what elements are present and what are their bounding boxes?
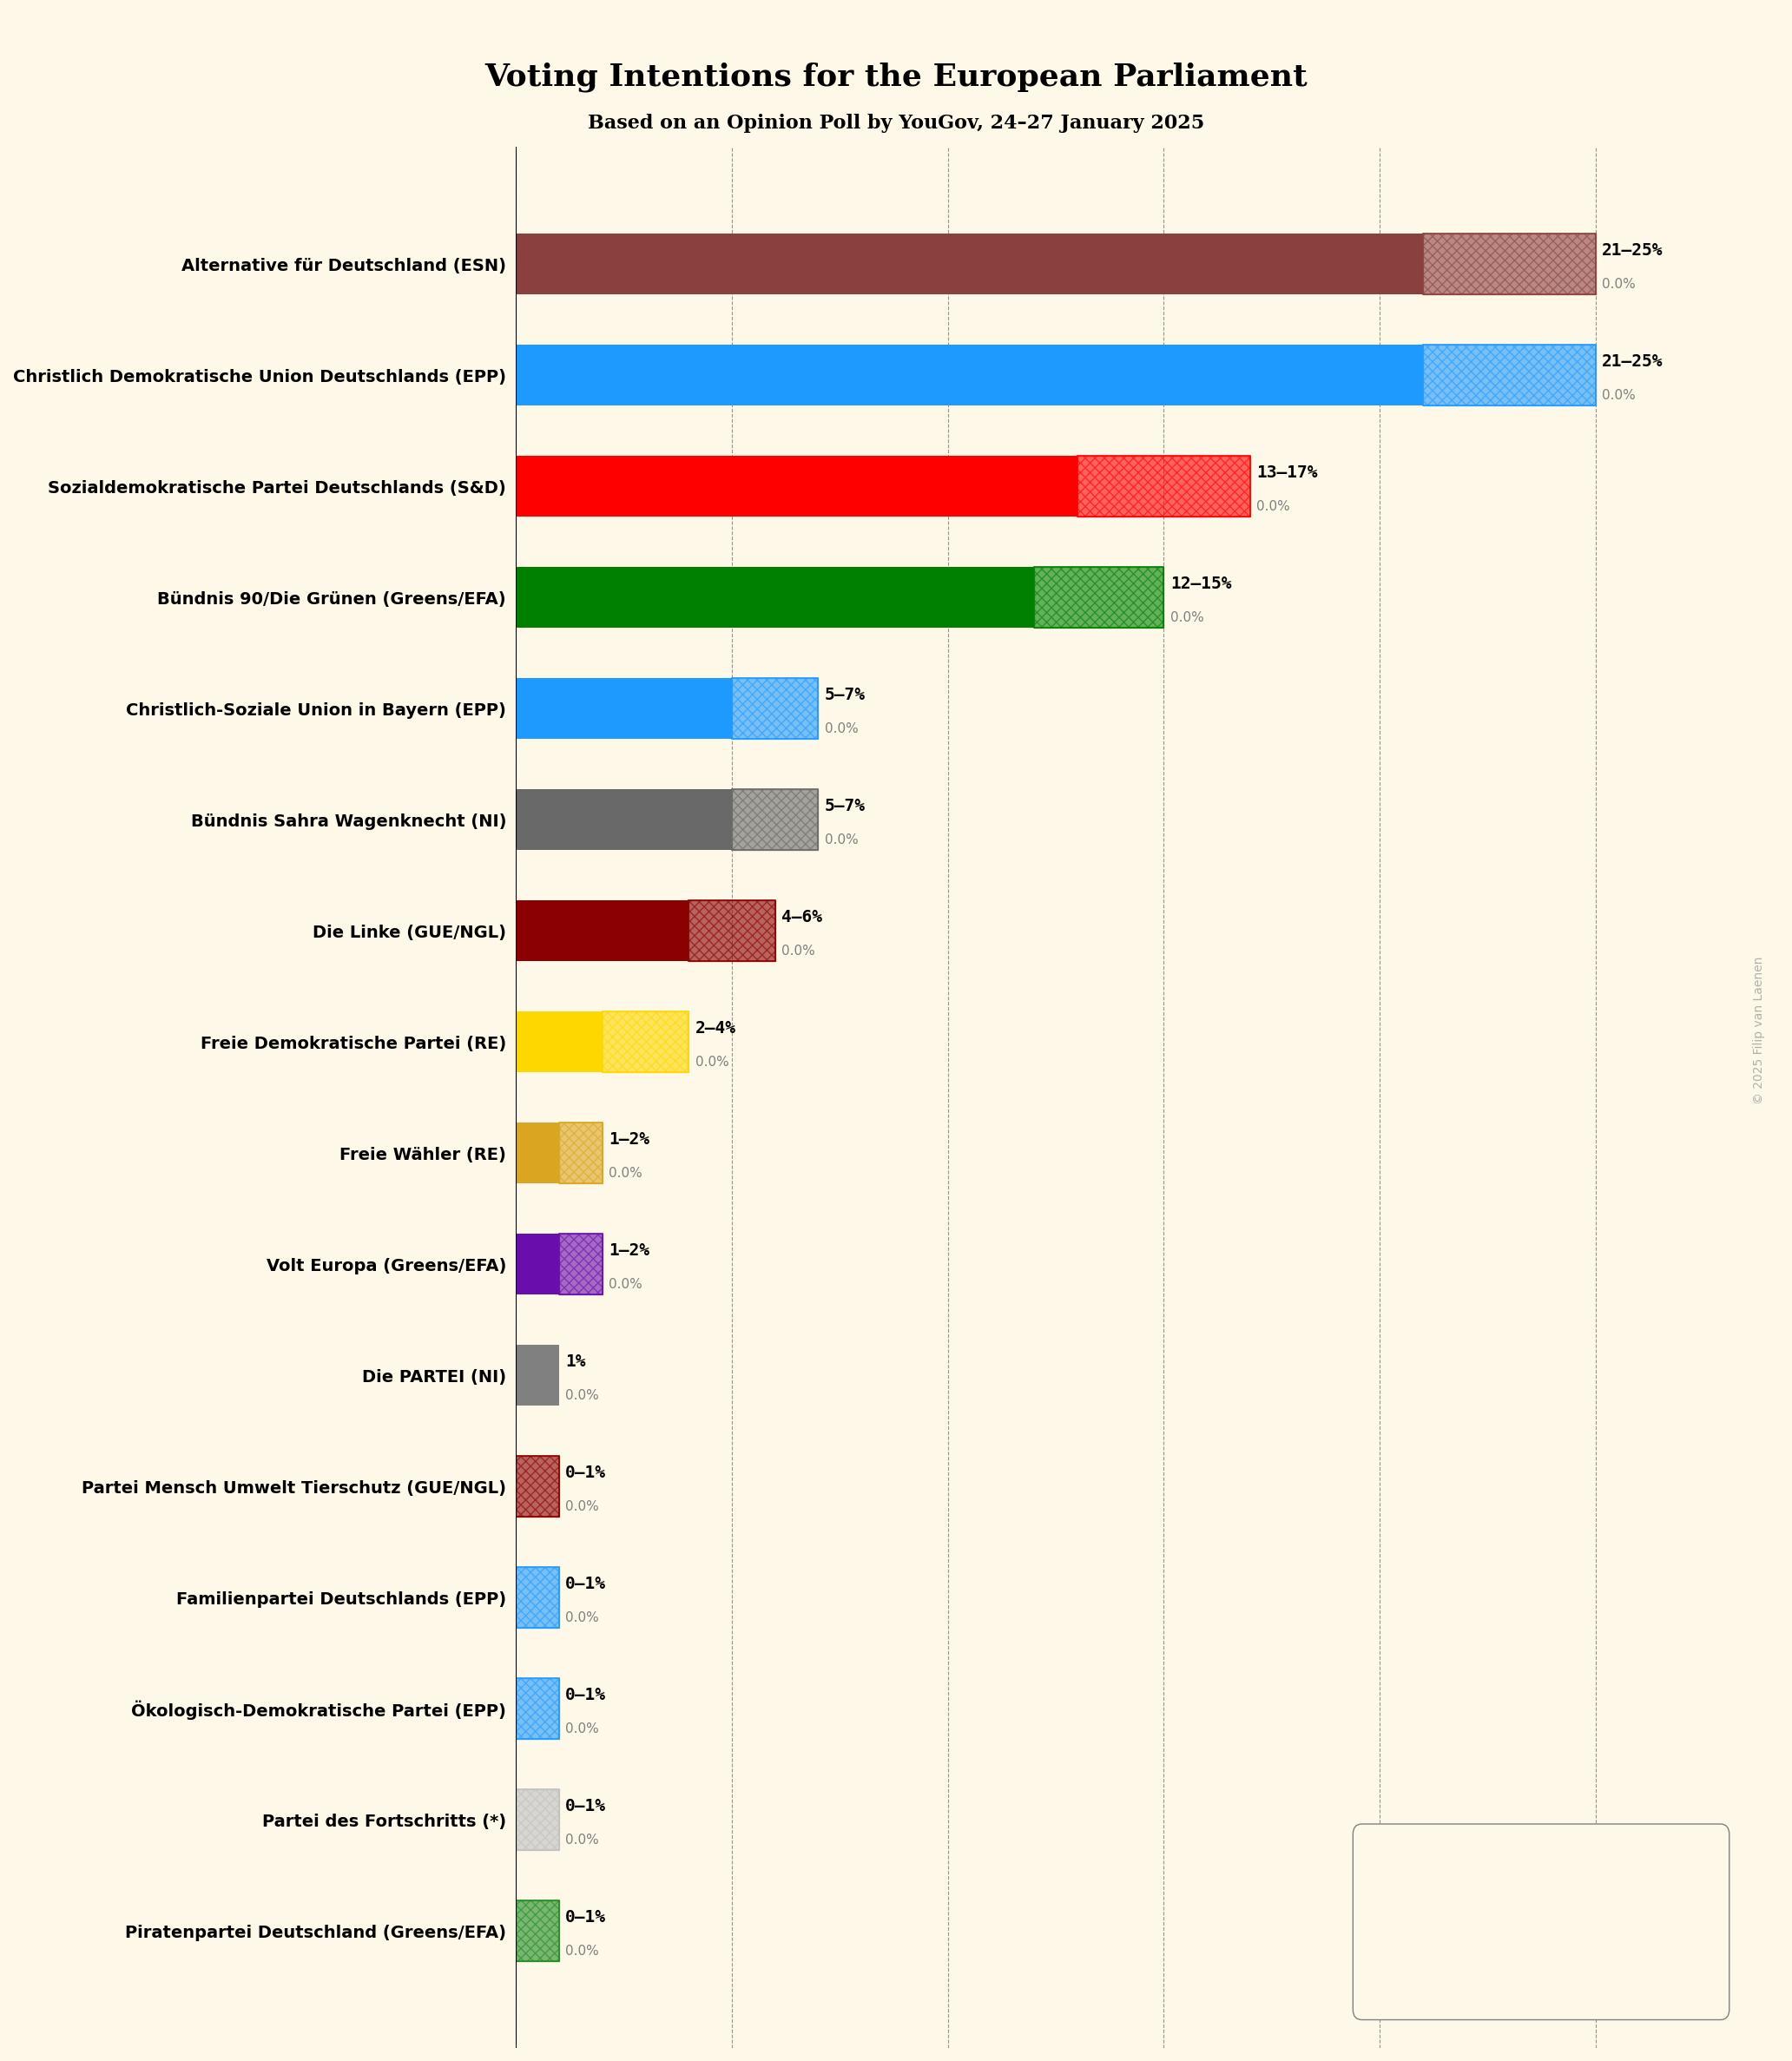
Text: 0.0%: 0.0%	[566, 1834, 599, 1847]
Bar	[516, 1123, 559, 1183]
Text: 0.0%: 0.0%	[1170, 610, 1204, 624]
Bar	[1423, 344, 1595, 406]
Text: Last result: Last result	[1541, 1962, 1604, 1974]
Text: 0–1%: 0–1%	[566, 1799, 606, 1816]
Bar	[1423, 233, 1595, 295]
Bar	[559, 1235, 602, 1294]
Bar	[516, 1235, 559, 1294]
Bar	[1077, 455, 1251, 517]
Bar	[516, 455, 1077, 517]
Bar	[516, 1566, 559, 1628]
Text: 1%: 1%	[566, 1354, 586, 1371]
Bar	[731, 789, 819, 851]
Bar	[516, 1900, 559, 1962]
Text: Voting Intentions for the European Parliament: Voting Intentions for the European Parli…	[484, 62, 1308, 93]
Text: 0.0%: 0.0%	[566, 1612, 599, 1624]
Bar	[1077, 455, 1251, 517]
Text: 0–1%: 0–1%	[566, 1908, 606, 1925]
Bar	[516, 1789, 559, 1851]
Text: 0.0%: 0.0%	[1256, 499, 1290, 513]
Text: 12–15%: 12–15%	[1170, 575, 1231, 592]
Text: 2–4%: 2–4%	[695, 1020, 737, 1037]
Bar	[1423, 344, 1595, 406]
Bar	[516, 678, 731, 740]
Text: 0–1%: 0–1%	[566, 1465, 606, 1482]
Text: 0.0%: 0.0%	[781, 944, 815, 956]
Text: 0.0%: 0.0%	[566, 1500, 599, 1513]
Text: 95% confidence interval
with median: 95% confidence interval with median	[1541, 1863, 1706, 1888]
Bar	[731, 678, 819, 740]
Text: 0.0%: 0.0%	[1602, 390, 1636, 402]
Text: 0.0%: 0.0%	[566, 1389, 599, 1401]
Bar	[1371, 1871, 1453, 1900]
Bar	[516, 1900, 559, 1962]
Bar	[516, 233, 1423, 295]
Bar	[688, 901, 774, 960]
Text: 0.0%: 0.0%	[1602, 278, 1636, 291]
Text: 0.0%: 0.0%	[609, 1167, 642, 1179]
Bar	[516, 1789, 559, 1851]
Text: 0.0%: 0.0%	[566, 1944, 599, 1958]
Text: 4–6%: 4–6%	[781, 909, 823, 925]
Text: 0.0%: 0.0%	[566, 1723, 599, 1735]
Bar	[516, 789, 731, 851]
Bar	[516, 344, 1423, 406]
Text: 0.0%: 0.0%	[695, 1055, 729, 1068]
Bar	[1371, 1956, 1509, 1979]
Bar	[516, 1566, 559, 1628]
Bar	[516, 901, 688, 960]
Bar	[516, 1678, 559, 1739]
Text: 21–25%: 21–25%	[1602, 243, 1663, 260]
Text: 13–17%: 13–17%	[1256, 464, 1317, 480]
Bar	[516, 1455, 559, 1517]
Bar	[1453, 1871, 1509, 1900]
Bar	[688, 901, 774, 960]
Bar	[516, 1344, 559, 1406]
Text: Based on an Opinion Poll by YouGov, 24–27 January 2025: Based on an Opinion Poll by YouGov, 24–2…	[588, 113, 1204, 132]
Bar	[1423, 233, 1595, 295]
Text: 0.0%: 0.0%	[824, 721, 858, 736]
Bar	[1453, 1871, 1509, 1900]
Bar	[516, 1455, 559, 1517]
Text: 0–1%: 0–1%	[566, 1577, 606, 1593]
Bar	[1034, 567, 1163, 629]
Text: 5–7%: 5–7%	[824, 686, 866, 703]
Text: 5–7%: 5–7%	[824, 798, 866, 814]
Bar	[731, 789, 819, 851]
Text: 21–25%: 21–25%	[1602, 354, 1663, 371]
Text: 1–2%: 1–2%	[609, 1131, 649, 1148]
Bar	[516, 1678, 559, 1739]
Bar	[1034, 567, 1163, 629]
Bar	[731, 678, 819, 740]
Bar	[559, 1123, 602, 1183]
Bar	[602, 1012, 688, 1072]
Bar	[559, 1235, 602, 1294]
Bar	[516, 567, 1034, 629]
Bar	[559, 1123, 602, 1183]
Text: 0.0%: 0.0%	[824, 833, 858, 847]
Text: 0–1%: 0–1%	[566, 1688, 606, 1704]
Text: 0.0%: 0.0%	[609, 1278, 642, 1290]
Text: 1–2%: 1–2%	[609, 1243, 649, 1259]
Text: © 2025 Filip van Laenen: © 2025 Filip van Laenen	[1753, 956, 1765, 1105]
Bar	[602, 1012, 688, 1072]
Bar	[516, 1012, 602, 1072]
